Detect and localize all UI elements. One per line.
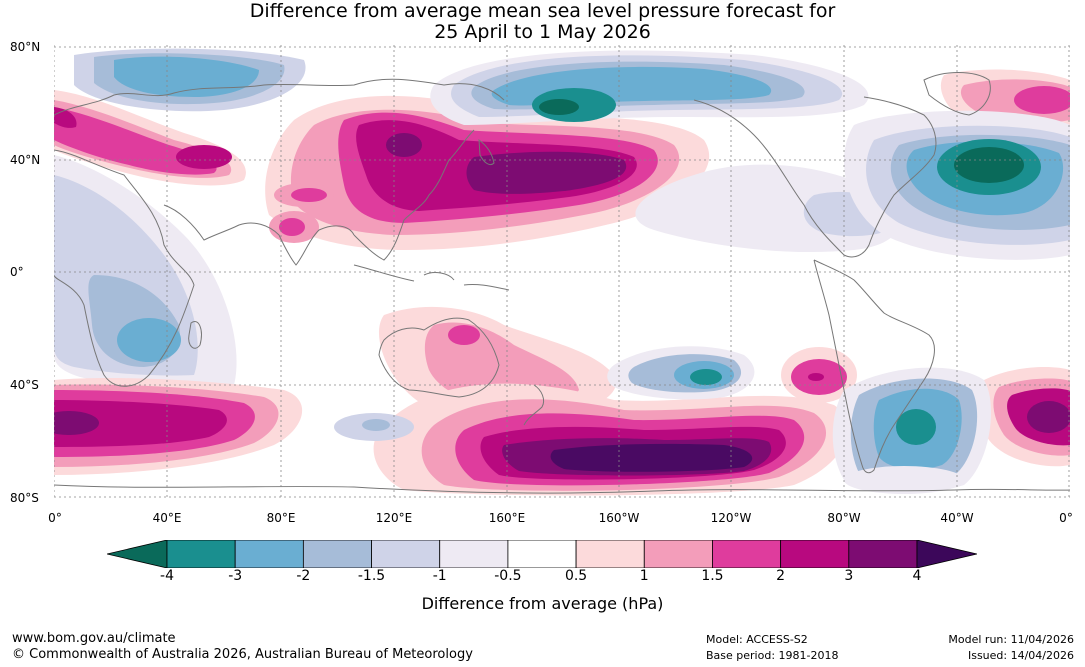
coastlines [54,72,1070,494]
sio-low-small-core [362,419,390,431]
colorbar-swatch [234,539,304,569]
lon-label-80w: 80°W [827,511,861,525]
lat-label-80n: 80°N [10,40,41,54]
sp-low-level-3 [690,369,722,385]
sio-high-level-3 [54,411,99,435]
colorbar-tick-label: 0.5 [564,568,588,584]
colorbar-tick-label: 3 [844,568,854,584]
lat-label-0: 0° [10,265,24,279]
natlantic-low-level-4 [954,147,1024,183]
lon-label-120e: 120°E [375,511,413,525]
lon-label-0: 0° [48,511,62,525]
colorbar-swatch [166,539,236,569]
colorbar-high-arrow [916,539,978,569]
siberia-low-level-2 [114,56,259,97]
so-high-level-4 [550,443,753,472]
asia-high-small-a-core [291,188,327,202]
satlantic-high-level-3 [1027,401,1070,433]
europe-high-level-15 [54,107,217,175]
lon-label-360: 0° [1059,511,1073,525]
lon-label-40w: 40°W [940,511,974,525]
map-title-line-1: Difference from average mean sea level p… [249,0,836,22]
lat-label-40s: 40°S [10,378,39,392]
colorbar-swatch [575,539,645,569]
aus-high-level-15 [448,325,480,345]
sam-high-level-2 [808,373,824,381]
lon-label-160w: 160°W [598,511,640,525]
footer-url: www.bom.gov.au/climate [12,631,176,646]
lon-label-40e: 40°E [152,511,182,525]
colorbar-swatch [302,539,372,569]
colorbar-tick-label: 1.5 [701,568,724,584]
colorbar-tick-label: -3 [228,568,243,584]
colorbar [106,539,978,569]
antarctic-low-small [844,466,964,494]
footer-base-period: Base period: 1981-2018 [706,649,839,662]
footer-copyright: © Commonwealth of Australia 2026, Austra… [12,647,473,662]
colorbar-low-arrow [106,539,168,569]
footer-model-run: Model run: 11/04/2026 [948,633,1074,646]
pressure-anomaly-map [54,45,1070,498]
nh-high-level-3 [466,151,627,194]
lon-label-120w: 120°W [710,511,752,525]
colorbar-swatch [371,539,441,569]
africa-low-level-2 [117,318,181,362]
colorbar-tick-label: -1.5 [357,568,386,584]
colorbar-swatch [507,539,577,569]
footer-issued: Issued: 14/04/2026 [967,649,1074,662]
colorbar-tick-label: -2 [296,568,311,584]
bering-low-level-4 [539,99,579,115]
colorbar-swatch [643,539,713,569]
colorbar-label: Difference from average (hPa) [421,594,664,613]
nh-high-level-3-japan [386,133,422,157]
asia-high-small-b-core [279,218,305,236]
lon-label-80e: 80°E [266,511,296,525]
lat-label-40n: 40°N [10,153,41,167]
europe-high-level-2 [176,145,232,169]
colorbar-swatch [712,539,782,569]
greenland-high-level-15 [1014,86,1070,114]
colorbar-tick-label: -0.5 [494,568,522,584]
colorbar-tick-label: 4 [912,568,922,584]
map-title-line-2: 25 April to 1 May 2026 [434,21,651,43]
gridlines [54,45,1070,498]
lon-label-160e: 160°E [488,511,526,525]
sio-high-level-2 [54,400,227,447]
colorbar-tick-label: 2 [776,568,786,584]
colorbar-swatch [848,539,918,569]
colorbar-tick-label: -4 [160,568,174,584]
colorbar-tick-label: 1 [639,568,649,584]
colorbar-swatch [439,539,509,569]
colorbar-tick-label: -1 [432,568,447,584]
lat-label-80s: 80°S [10,491,39,505]
colorbar-swatch [780,539,850,569]
satl-low-level-3 [896,409,936,445]
footer-model: Model: ACCESS-S2 [706,633,808,646]
